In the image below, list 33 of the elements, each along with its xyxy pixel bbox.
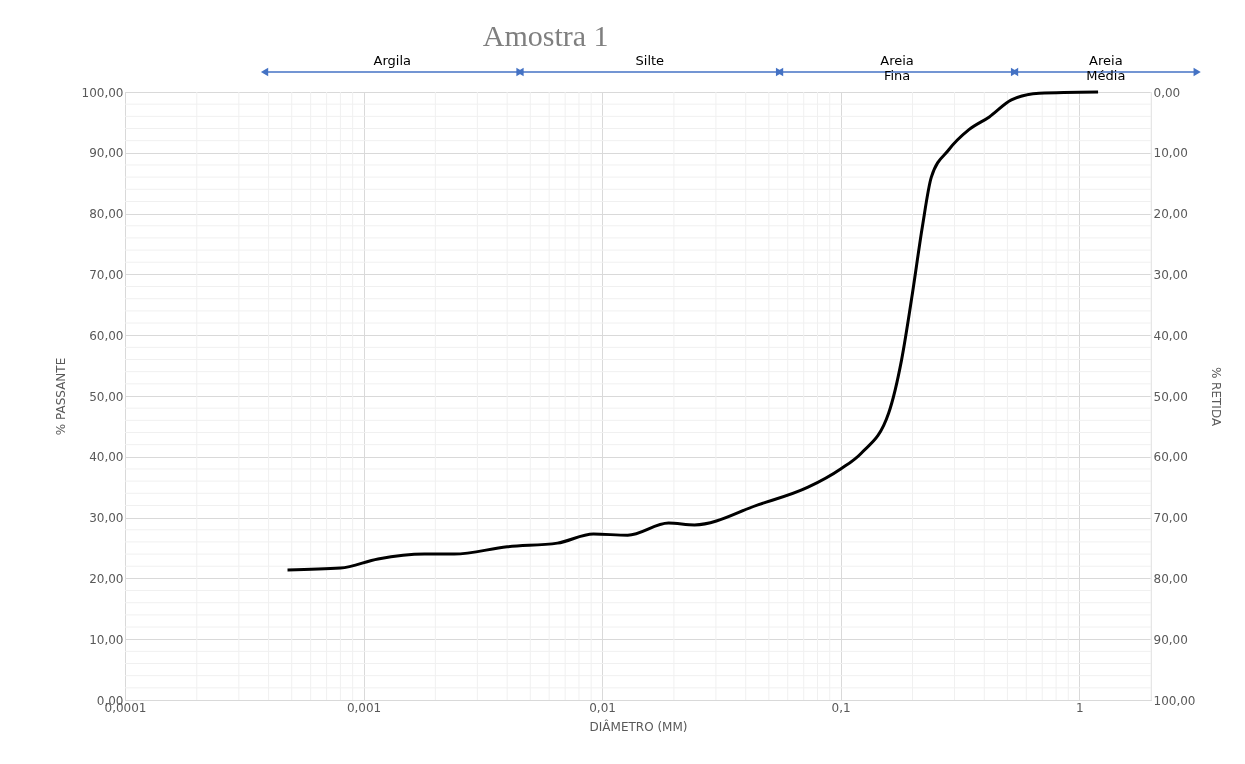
- y2-axis-title: % RETIDA: [1209, 366, 1224, 427]
- y2-tick-label: 10,00: [1153, 146, 1188, 161]
- y-axis-title: % PASSANTE: [53, 357, 68, 436]
- y2-tick-label: 100,00: [1153, 693, 1196, 708]
- y2-tick-label: 20,00: [1153, 207, 1188, 222]
- y2-tick-label: 0,00: [1153, 85, 1181, 100]
- chart-title: Amostra 1: [482, 19, 609, 52]
- y-tick-label: 100,00: [81, 85, 124, 100]
- y-tick-label: 60,00: [89, 328, 124, 343]
- x-tick-label: 0,01: [589, 700, 616, 715]
- y-tick-label: 50,00: [89, 389, 124, 404]
- x-axis-title: DIÂMETRO (MM): [589, 718, 688, 734]
- text: Areia Média: [1086, 53, 1126, 83]
- y2-tick-label: 30,00: [1153, 267, 1188, 282]
- y-tick-label: 10,00: [89, 632, 124, 647]
- y-tick-label: 30,00: [89, 511, 124, 526]
- y2-tick-label: 50,00: [1153, 389, 1188, 404]
- x-tick-label: 0,001: [346, 700, 382, 715]
- y-tick-label: 90,00: [89, 146, 124, 161]
- y2-tick-label: 70,00: [1153, 511, 1188, 526]
- y-tick-label: 80,00: [89, 207, 124, 222]
- text: Argila: [373, 53, 411, 68]
- y2-tick-label: 40,00: [1153, 328, 1188, 343]
- y2-tick-label: 80,00: [1153, 571, 1188, 586]
- text: Areia Fina: [880, 53, 914, 83]
- y2-tick-label: 90,00: [1153, 632, 1188, 647]
- y-tick-label: 20,00: [89, 571, 124, 586]
- y2-tick-label: 60,00: [1153, 450, 1188, 465]
- text: Silte: [635, 53, 665, 68]
- y-tick-label: 40,00: [89, 450, 124, 465]
- x-tick-label: 0,1: [831, 700, 851, 715]
- x-tick-label: 1: [1075, 700, 1084, 715]
- y-tick-label: 70,00: [89, 267, 124, 282]
